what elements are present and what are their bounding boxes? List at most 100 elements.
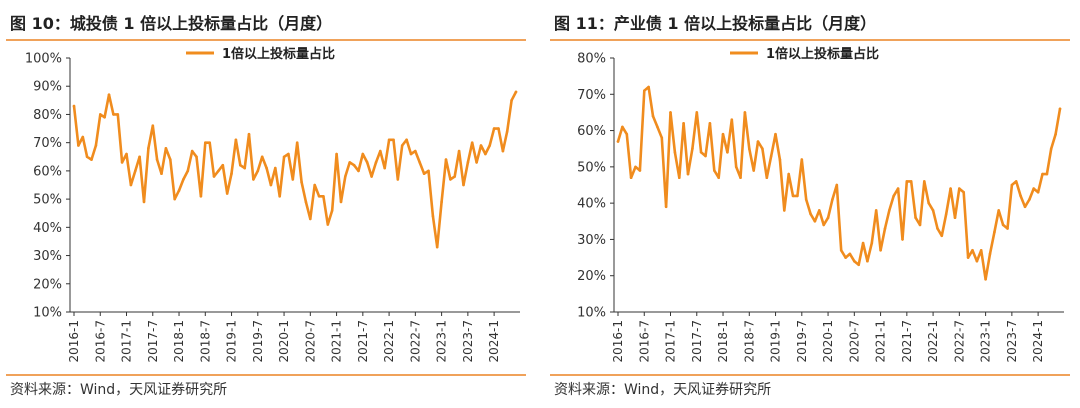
data-point	[449, 178, 452, 181]
data-point	[160, 172, 163, 175]
data-point	[348, 161, 352, 164]
data-point	[422, 172, 426, 175]
data-point	[936, 227, 939, 230]
data-point	[81, 135, 85, 139]
y-tick-label: 100%	[25, 52, 62, 67]
y-tick-label: 80%	[33, 108, 62, 123]
x-tick-label: 2018-7	[742, 320, 756, 363]
data-point	[317, 195, 321, 198]
x-tick-label: 2017-1	[120, 320, 134, 363]
data-point	[383, 166, 387, 170]
x-tick-label: 2019-1	[225, 320, 239, 363]
y-tick-label: 50%	[33, 193, 62, 208]
data-point	[971, 249, 974, 252]
data-point	[243, 166, 246, 170]
data-point	[691, 147, 694, 150]
data-point	[879, 249, 882, 252]
y-tick-label: 50%	[577, 160, 606, 175]
data-point	[107, 93, 111, 96]
data-point	[682, 122, 685, 125]
data-point	[673, 151, 677, 154]
data-point	[616, 140, 620, 143]
x-tick-label: 2019-1	[769, 320, 783, 363]
data-point	[822, 223, 825, 227]
data-point	[247, 132, 251, 136]
data-point	[634, 165, 637, 169]
x-tick-label: 2021-7	[356, 320, 370, 363]
data-point	[888, 209, 891, 212]
source-divider	[6, 374, 526, 376]
data-point	[230, 172, 233, 175]
data-point	[112, 113, 115, 116]
data-point	[638, 169, 642, 172]
data-point	[1032, 187, 1035, 190]
data-point	[664, 205, 668, 209]
data-point	[322, 195, 325, 198]
data-point	[457, 149, 461, 153]
data-point	[953, 216, 957, 219]
data-point	[256, 169, 260, 173]
data-point	[870, 241, 874, 245]
data-point	[182, 178, 185, 181]
data-point	[72, 104, 76, 108]
data-point	[186, 169, 190, 173]
data-point	[944, 212, 948, 216]
x-tick-label: 2019-7	[795, 320, 809, 363]
data-point	[177, 189, 181, 192]
x-tick-label: 2019-7	[251, 320, 265, 363]
data-point	[90, 158, 93, 161]
data-point	[997, 209, 1000, 212]
data-point	[914, 216, 917, 219]
data-point	[769, 154, 773, 158]
data-point	[208, 141, 211, 144]
data-point	[625, 132, 629, 136]
data-point	[142, 200, 146, 204]
legend-label: 1倍以上投标量占比	[766, 46, 879, 62]
data-point	[435, 245, 439, 249]
data-point	[839, 249, 843, 252]
data-point	[169, 158, 172, 161]
data-point	[800, 158, 804, 161]
data-point	[453, 175, 457, 178]
data-point	[344, 175, 347, 178]
y-tick-label: 80%	[577, 52, 606, 67]
data-point	[1036, 191, 1040, 194]
data-point	[138, 155, 141, 159]
y-tick-label: 60%	[33, 164, 62, 179]
data-point	[918, 223, 922, 227]
x-tick-label: 2020-7	[303, 320, 317, 363]
data-point	[1023, 205, 1027, 209]
data-point	[217, 169, 220, 173]
data-point	[444, 158, 448, 161]
data-point	[427, 169, 430, 173]
data-point	[313, 183, 317, 187]
data-point	[923, 180, 926, 183]
data-point	[260, 155, 264, 159]
x-tick-label: 2016-7	[637, 320, 651, 363]
y-tick-label: 20%	[577, 269, 606, 284]
data-point	[783, 209, 786, 212]
data-point	[94, 144, 98, 147]
data-point	[818, 209, 821, 212]
data-point	[239, 163, 242, 167]
data-point	[787, 172, 790, 176]
data-point	[479, 144, 483, 147]
legend-label: 1倍以上投标量占比	[222, 46, 335, 62]
source-divider	[550, 374, 1070, 376]
data-point	[866, 259, 869, 263]
data-point	[778, 158, 782, 161]
data-point	[647, 85, 650, 89]
data-point	[695, 111, 699, 114]
data-point	[129, 183, 133, 187]
x-tick-label: 2023-7	[1005, 320, 1019, 363]
data-point	[796, 194, 799, 198]
data-point	[335, 152, 338, 156]
data-point	[756, 140, 760, 143]
title-divider	[6, 39, 526, 41]
y-tick-label: 30%	[33, 249, 62, 264]
data-point	[896, 187, 900, 190]
data-point	[1019, 194, 1022, 198]
data-point	[883, 227, 887, 230]
data-point	[1049, 147, 1053, 150]
x-tick-label: 2020-1	[821, 320, 835, 363]
